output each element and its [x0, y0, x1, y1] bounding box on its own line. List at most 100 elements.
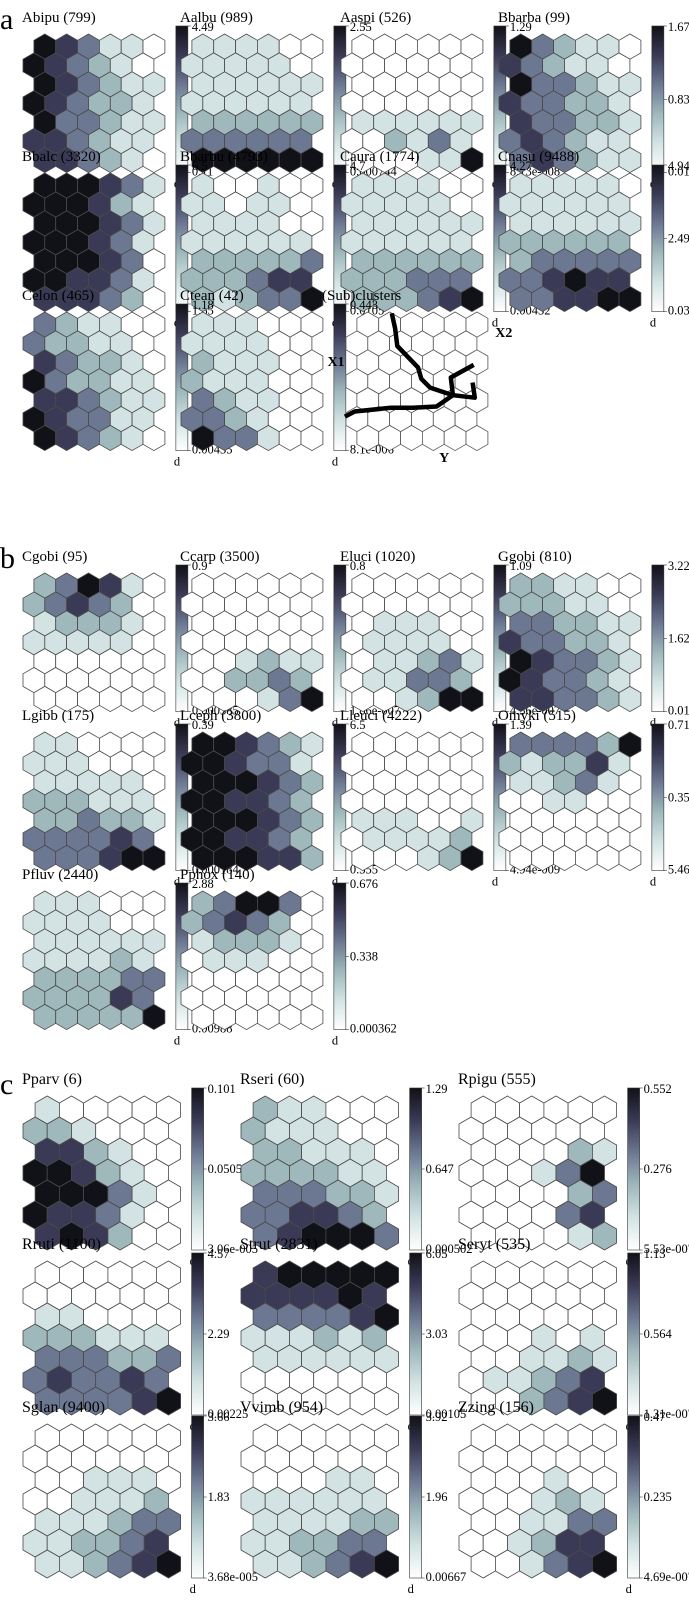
colorbar-unit: d [650, 875, 657, 889]
colorbar-max-label: 4.57 [208, 1247, 230, 1261]
colorbar-unit: d [492, 716, 499, 730]
colorbar [191, 1252, 204, 1416]
colorbar [409, 1415, 422, 1579]
hex-grid [180, 890, 324, 1031]
colorbar-unit: d [190, 1582, 197, 1596]
component-plane-bbarba: Bbarba (99)1.670.8390.0101d [498, 10, 689, 191]
panel-title: Ctean (42) [180, 288, 244, 304]
colorbar-max-label: 0.39 [192, 718, 214, 732]
hex-grid [240, 1260, 400, 1416]
panel-title: Cnasu (9488) [498, 149, 579, 165]
colorbar-max-label: 0.101 [208, 1082, 236, 1096]
hex-cell [373, 1221, 400, 1251]
hex-cell [373, 1386, 400, 1416]
cluster-boundary [389, 312, 475, 398]
hex-cell [460, 685, 484, 713]
hex-grid [340, 172, 484, 313]
component-plane-vvimb: Vvimb (954) 3.92 1.96 0.00667 d [240, 1399, 466, 1596]
colorbar-unit: d [332, 716, 339, 730]
hex-grid [340, 572, 484, 713]
colorbar-max-label: 0.552 [644, 1082, 672, 1096]
panel-title: Ggobi (810) [498, 549, 572, 565]
colorbar-unit: d [174, 1034, 181, 1048]
colorbar-max-label: 1.13 [644, 1247, 666, 1261]
component-plane-ggobi: Ggobi (810) 3.22 1.62 0.0157 d [498, 549, 689, 730]
colorbar-unit: d [492, 875, 499, 889]
colorbar-min-label: 4.69e-007 [644, 1570, 689, 1584]
colorbar-max-label: 4.94 [668, 159, 689, 173]
panel-title: Aalbu (989) [180, 10, 253, 26]
colorbar [333, 303, 347, 451]
colorbar-max-label: 2.88 [192, 877, 214, 891]
hex-cell [142, 424, 166, 452]
colorbar [651, 723, 665, 871]
panel-title: Lceph (3800) [180, 708, 261, 724]
hex-cell [460, 285, 484, 313]
colorbar-max-label: 2.55 [350, 20, 372, 34]
colorbar-min-label: 0.0157 [668, 704, 689, 718]
colorbar-max-label: 4.27 [510, 159, 532, 173]
hex-cell [618, 685, 642, 713]
colorbar-mid-label: 3.03 [426, 1327, 448, 1341]
colorbar-unit: d [650, 716, 657, 730]
colorbar-unit: d [174, 875, 181, 889]
colorbar [409, 1252, 422, 1416]
hex-cell [155, 1386, 182, 1416]
component-plane-lceph: Lceph (3800)6.53.450.355d [180, 708, 378, 889]
panel-title: Aaspi (526) [340, 10, 411, 26]
hex-grid [22, 172, 166, 313]
component-plane-zzing: Zzing (156) 0.47 0.235 4.69e-007 d [458, 1399, 689, 1596]
hex-cell [618, 844, 642, 872]
panel-title: Celon (465) [22, 288, 94, 304]
colorbar-max-label: 1.39 [510, 718, 532, 732]
colorbar [627, 1252, 640, 1416]
colorbar-max-label: 0.47 [644, 1410, 666, 1424]
component-plane-omyki: Omyki (515) 0.718 0.359 5.46e-005 d [498, 708, 689, 889]
colorbar-mid-label: 2.49 [668, 231, 689, 245]
colorbar-unit: d [492, 316, 499, 330]
hex-cell [618, 285, 642, 313]
colorbar-min-label: 1.31e-007 [644, 1407, 689, 1421]
colorbar-max-label: 1.09 [510, 559, 532, 573]
colorbar-unit: d [626, 1582, 633, 1596]
hex-cell [300, 1003, 324, 1031]
hex-grid [498, 731, 642, 872]
section-label-b: b [0, 542, 15, 575]
panel-title: Rruti (1100) [22, 1236, 101, 1253]
hex-cell [373, 1549, 400, 1579]
panel-title: Strut (2831) [240, 1236, 318, 1253]
colorbar-max-label: 1.29 [426, 1082, 448, 1096]
panel-title: Caura (1774) [340, 149, 420, 165]
colorbar-mid-label: 0.0505 [208, 1162, 242, 1176]
panel-title: Zzing (156) [458, 1399, 534, 1416]
cluster-label-x2: X2 [495, 326, 512, 341]
hex-grid [345, 311, 489, 452]
colorbar-mid-label: 1.62 [668, 631, 689, 645]
colorbar-mid-label: 1.83 [208, 1490, 230, 1504]
hex-grid [180, 172, 324, 313]
component-plane-cnasu: Cnasu (9488) 4.94 2.49 0.0398 d [498, 149, 689, 330]
panel-title: Pparv (6) [22, 1071, 82, 1088]
component-plane-pphox: Pphox (140) 0.676 0.338 0.000362 d [180, 867, 397, 1048]
colorbar-mid-label: 0.564 [644, 1327, 673, 1341]
panel-title: Ccarp (3500) [180, 549, 260, 565]
colorbar-mid-label: 0.276 [644, 1162, 672, 1176]
hex-grid [458, 1423, 617, 1579]
hex-cell [592, 1549, 617, 1579]
hex-grid [22, 1095, 182, 1251]
colorbar-max-label: 0.718 [668, 718, 689, 732]
colorbar-mid-label: 0.235 [644, 1490, 672, 1504]
hex-grid [22, 1423, 182, 1579]
panel-title: Sglan (9400) [22, 1399, 105, 1416]
panel-title: Eluci (1020) [340, 549, 415, 565]
colorbar-min-label: 5.46e-005 [668, 863, 689, 877]
hex-cell [592, 1386, 617, 1416]
hex-grid [180, 311, 324, 452]
hex-grid [498, 172, 642, 313]
panel-title: Pphox (140) [180, 867, 255, 883]
panel-title: Rpigu (555) [458, 1071, 536, 1088]
hex-grid [180, 731, 324, 872]
component-plane-aaspi: Aaspi (526)1.290.6478.13e-008d [340, 10, 560, 191]
